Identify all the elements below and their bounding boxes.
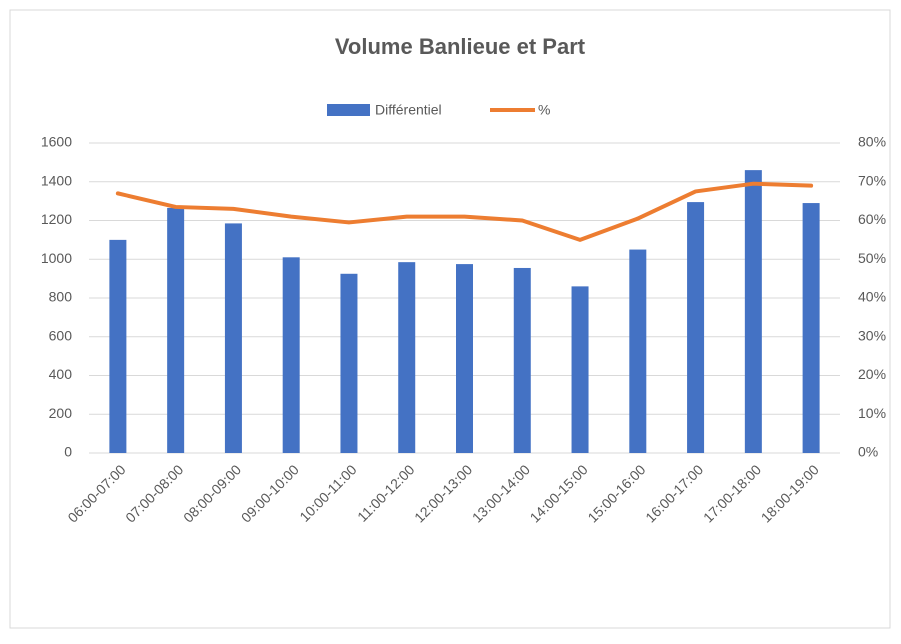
y2-tick-label: 80%	[858, 134, 886, 150]
y-tick-label: 1200	[41, 211, 72, 227]
y-tick-label: 1600	[41, 134, 72, 150]
y-tick-label: 800	[49, 289, 73, 305]
chart-title: Volume Banlieue et Part	[335, 34, 586, 59]
y2-tick-label: 60%	[858, 211, 886, 227]
bar	[802, 203, 820, 453]
y-tick-label: 400	[49, 366, 73, 382]
bar	[456, 264, 473, 453]
bar	[340, 273, 358, 453]
y-tick-label: 1000	[41, 250, 72, 266]
y2-tick-label: 0%	[858, 444, 878, 460]
bar	[629, 249, 647, 453]
bar	[513, 267, 531, 453]
chart-border	[9, 9, 891, 629]
y2-tick-label: 30%	[858, 327, 886, 343]
bar	[167, 207, 185, 453]
y2-tick-label: 40%	[858, 289, 886, 305]
y-tick-label: 600	[49, 327, 73, 343]
y2-tick-label: 70%	[858, 172, 886, 188]
legend-label: %	[538, 102, 550, 118]
y2-tick-label: 20%	[858, 366, 886, 382]
bar	[282, 257, 300, 453]
y-tick-label: 1400	[41, 172, 72, 188]
y2-tick-label: 10%	[858, 405, 886, 421]
bar	[687, 202, 705, 453]
bar	[744, 170, 762, 453]
line	[115, 181, 814, 242]
bar	[109, 239, 127, 453]
y-tick-label: 0	[64, 444, 72, 460]
legend-label: Différentiel	[375, 102, 442, 118]
y2-tick-label: 50%	[858, 250, 886, 266]
bar	[398, 262, 416, 453]
y-tick-label: 200	[49, 405, 73, 421]
bar	[571, 286, 589, 453]
bar	[224, 223, 242, 453]
legend-swatch	[327, 104, 370, 116]
